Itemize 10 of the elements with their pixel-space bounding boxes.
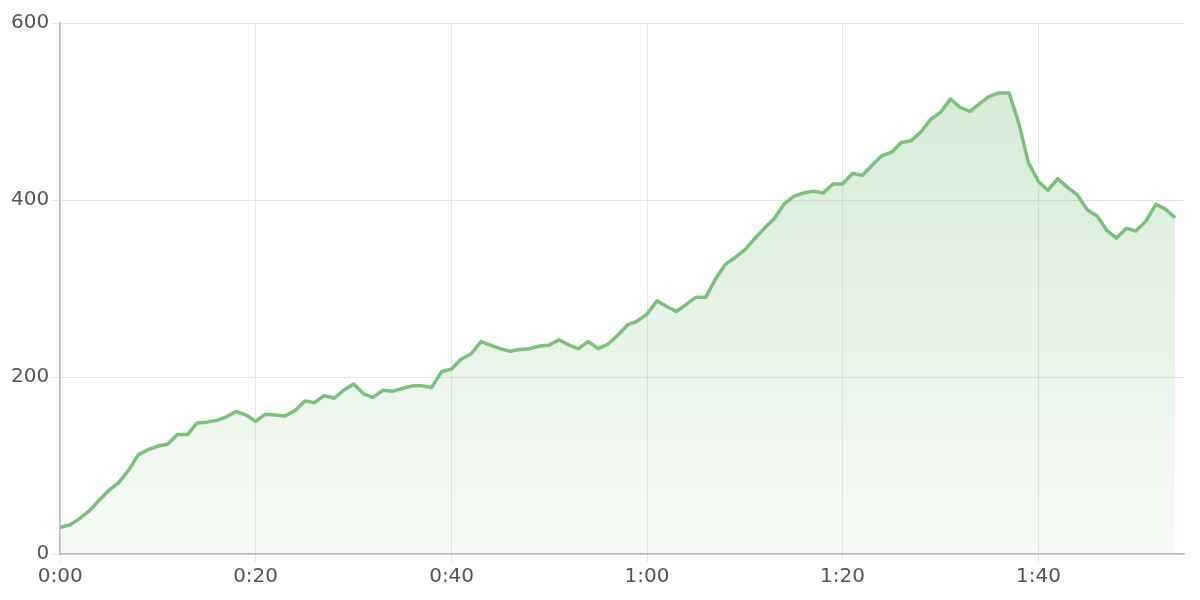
- x-tick-label: 0:00: [37, 563, 83, 588]
- x-tick-label: 0:20: [233, 563, 279, 588]
- x-tick-label: 1:40: [1016, 563, 1061, 588]
- y-tick-label: 400: [10, 186, 50, 211]
- x-tick-label: 0:40: [429, 563, 475, 588]
- y-tick-label: 600: [10, 9, 50, 34]
- x-tick-label: 1:00: [624, 563, 670, 588]
- y-tick-label: 200: [10, 363, 50, 388]
- x-tick-label: 1:20: [819, 563, 865, 588]
- y-tick-label: 0: [36, 540, 50, 565]
